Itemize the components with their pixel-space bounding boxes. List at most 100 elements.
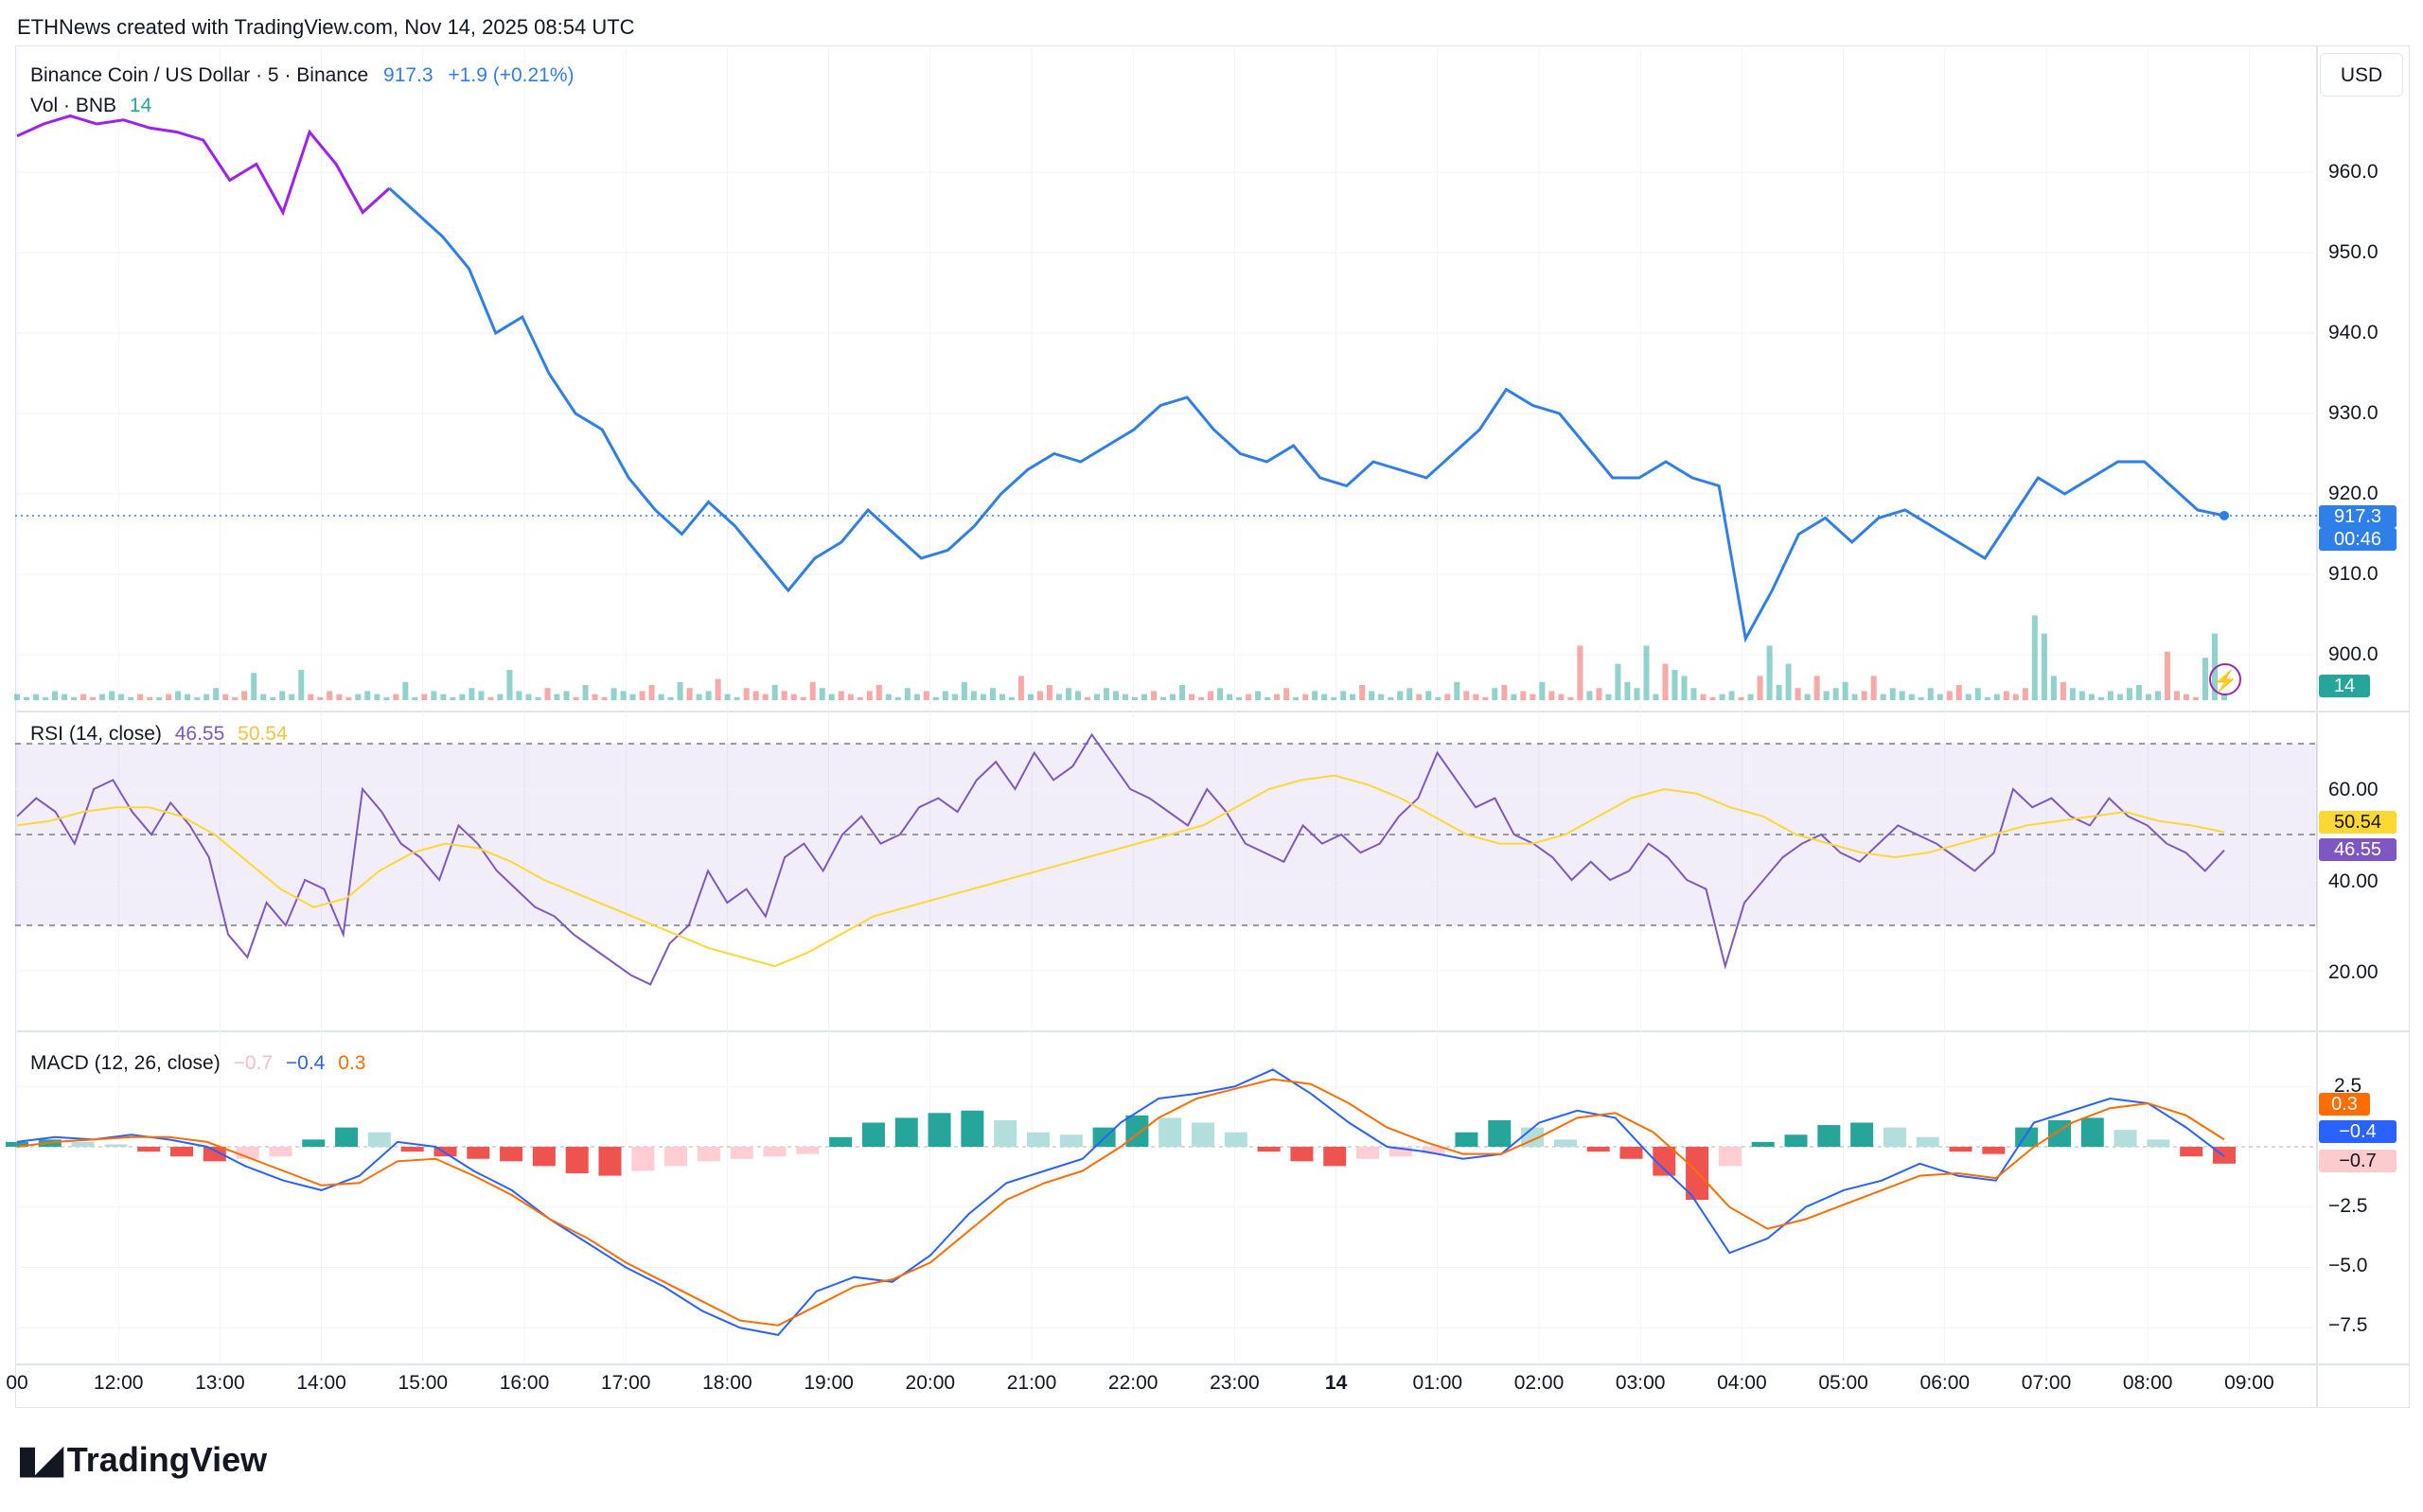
rsi-tag: 46.55 xyxy=(2319,838,2396,861)
volume-bar xyxy=(715,678,721,700)
lightning-icon[interactable]: ⚡ xyxy=(2209,663,2241,695)
macd-legend: MACD (12, 26, close) −0.7 −0.4 0.3 xyxy=(30,1052,365,1075)
rsi-label: RSI (14, close) xyxy=(30,723,162,745)
volume-bar xyxy=(544,688,551,700)
volume-bar xyxy=(1653,694,1659,700)
volume-bar xyxy=(327,691,333,700)
rsi-ma-line xyxy=(16,774,2225,968)
volume-bar xyxy=(14,694,20,700)
volume-bar xyxy=(1615,663,1621,700)
macd-label: MACD (12, 26, close) xyxy=(30,1052,221,1074)
volume-bar xyxy=(1662,663,1669,700)
volume-bar xyxy=(2116,694,2123,700)
macd-histogram-bar xyxy=(861,1122,885,1147)
volume-bar xyxy=(1937,694,1943,700)
currency-button[interactable]: USD xyxy=(2320,53,2403,97)
volume-bar xyxy=(2107,691,2113,700)
volume-bar xyxy=(412,696,418,700)
volume-bar xyxy=(667,696,674,700)
macd-histogram-bar xyxy=(1125,1115,1149,1147)
volume-bar xyxy=(1217,688,1224,700)
macd-histogram-bar xyxy=(71,1141,95,1147)
volume-bar xyxy=(989,688,996,700)
volume-bar xyxy=(1227,694,1233,700)
macd-histogram-bar xyxy=(6,1141,28,1147)
volume-bar xyxy=(1530,694,1536,700)
volume-bar xyxy=(251,673,257,700)
volume-bar xyxy=(1255,691,1262,700)
volume-bar xyxy=(1008,696,1015,700)
volume-bar xyxy=(875,685,882,700)
volume-bar xyxy=(1017,676,1024,700)
macd-histogram-bar xyxy=(1158,1117,1182,1147)
time-tick: 21:00 xyxy=(1006,1372,1057,1394)
volume-bar xyxy=(1312,691,1318,700)
macd-histogram-bar xyxy=(1916,1136,1939,1147)
volume-bar xyxy=(1265,696,1271,700)
volume-bar xyxy=(705,691,712,700)
macd-histogram-bar xyxy=(829,1136,853,1147)
volume-bar xyxy=(364,691,371,700)
price-tick: 900.0 xyxy=(2328,643,2379,665)
rsi-tick: 20.00 xyxy=(2328,961,2379,983)
macd-histogram-bar xyxy=(1026,1132,1050,1147)
time-tick: 00 xyxy=(6,1372,28,1394)
volume-bar xyxy=(1955,685,1962,700)
volume-bar xyxy=(639,691,646,700)
volume-bar xyxy=(1946,691,1953,700)
price-tick: 960.0 xyxy=(2328,161,2379,183)
volume-bar xyxy=(1046,685,1052,700)
volume-bar xyxy=(1899,691,1905,700)
rsi-ma-tag: 50.54 xyxy=(2319,811,2396,834)
macd-axis[interactable]: 2.5 −2.5 −5.0 −7.5 xyxy=(2328,0,2423,1512)
macd-histogram-bar xyxy=(1356,1147,1380,1159)
volume-bar xyxy=(999,694,1005,700)
macd-histogram-bar xyxy=(1784,1134,1808,1147)
volume-bar xyxy=(573,696,579,700)
price-change: +1.9 (+0.21%) xyxy=(448,64,575,86)
volume-bar xyxy=(743,688,750,700)
last-price-tag: 917.3 xyxy=(2319,505,2396,528)
macd-histogram-bar xyxy=(1553,1139,1577,1147)
volume-bar xyxy=(279,691,286,700)
price-axis[interactable]: 960.0 950.0 940.0 930.0 920.0 910.0 900.… xyxy=(2328,0,2423,1512)
chart-frame[interactable] xyxy=(15,45,2410,1408)
volume-bar xyxy=(185,694,191,700)
volume-bar xyxy=(402,681,409,700)
volume-bar xyxy=(1700,694,1707,700)
time-tick: 09:00 xyxy=(2224,1372,2274,1394)
macd-signal-value: 0.3 xyxy=(338,1052,366,1074)
macd-histogram-bar xyxy=(2015,1127,2039,1147)
macd-histogram-bar xyxy=(335,1127,359,1147)
volume-bar xyxy=(1482,696,1489,700)
macd-value: −0.4 xyxy=(285,1052,326,1074)
volume-bar xyxy=(128,696,134,700)
rsi-axis[interactable]: 60.00 40.00 20.00 xyxy=(2328,0,2423,1512)
volume-bar xyxy=(1492,688,1498,700)
volume-bar xyxy=(194,696,201,700)
volume-bar xyxy=(383,696,390,700)
time-tick: 08:00 xyxy=(2122,1372,2173,1394)
volume-bar xyxy=(961,681,967,700)
volume-bar xyxy=(1151,691,1158,700)
volume-bar xyxy=(1463,691,1470,700)
time-tick: 03:00 xyxy=(1615,1372,1666,1394)
volume-bar xyxy=(847,694,854,700)
volume-bar xyxy=(109,691,115,700)
volume-bar xyxy=(1567,696,1574,700)
macd-histogram-bar xyxy=(367,1132,391,1147)
macd-histogram-bar xyxy=(400,1147,424,1152)
volume-bar xyxy=(516,691,522,700)
macd-histogram-bar xyxy=(961,1110,984,1147)
volume-bar xyxy=(1416,694,1423,700)
volume-bar xyxy=(317,696,324,700)
volume-bar xyxy=(2202,658,2208,700)
volume-bar xyxy=(90,696,97,700)
time-axis[interactable]: 00 12:00 13:00 14:00 15:00 16:00 17:00 18:00 19:… xyxy=(0,1372,2328,1404)
volume-bar xyxy=(478,691,485,700)
time-tick: 01:00 xyxy=(1412,1372,1463,1394)
volume-bar xyxy=(1577,645,1583,700)
volume-bar xyxy=(1927,688,1934,700)
volume-bar xyxy=(1246,694,1252,700)
